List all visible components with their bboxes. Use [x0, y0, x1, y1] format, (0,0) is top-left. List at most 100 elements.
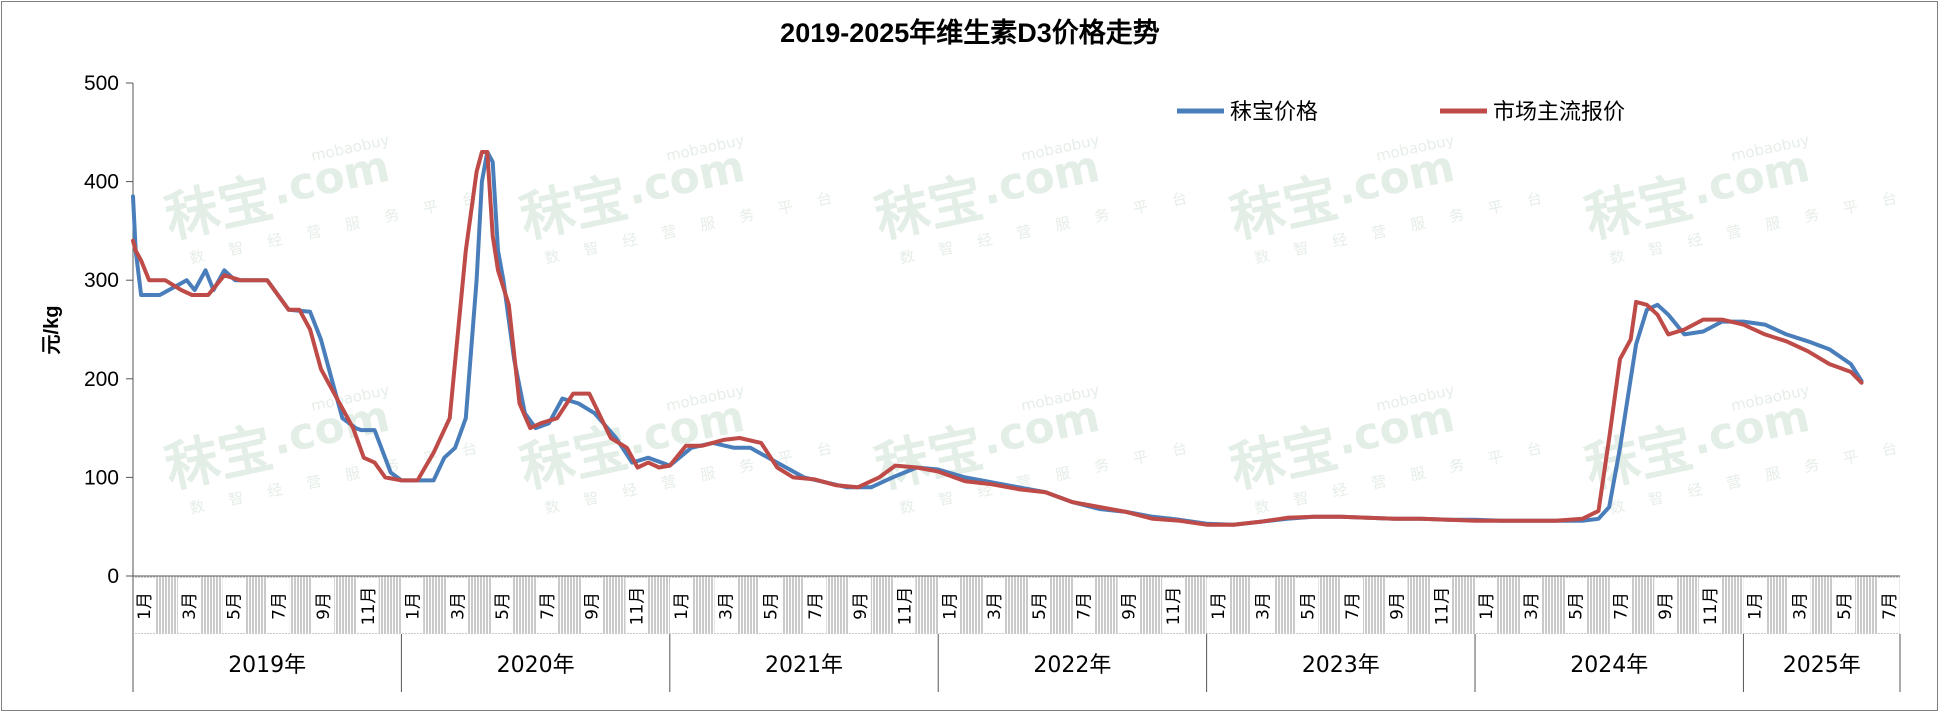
month-tick-label: 9月 — [851, 592, 871, 620]
month-label-bg — [1654, 578, 1677, 633]
legend-label: 秣宝价格 — [1230, 100, 1318, 125]
month-tick-label: 5月 — [761, 592, 781, 620]
month-label-bg — [1877, 578, 1900, 633]
month-tick-label: 5月 — [1030, 592, 1050, 620]
month-tick-label: 7月 — [1880, 592, 1900, 620]
year-label: 2025年 — [1783, 653, 1861, 678]
month-band — [133, 576, 1900, 634]
month-label-bg — [1251, 578, 1274, 633]
month-tick-label: 11月 — [359, 587, 379, 626]
month-label-bg — [446, 578, 469, 633]
month-tick-label: 9月 — [1119, 592, 1139, 620]
month-tick-label: 9月 — [1388, 592, 1408, 620]
legend: 秣宝价格 市场主流报价 — [1177, 100, 1625, 125]
month-tick-label: 3月 — [985, 592, 1005, 620]
month-label-bg — [669, 578, 692, 633]
month-label-bg — [1027, 578, 1050, 633]
month-label-bg — [1833, 578, 1856, 633]
month-tick-label: 9月 — [314, 592, 334, 620]
month-tick-label: 5月 — [1567, 592, 1587, 620]
month-label-bg — [1072, 578, 1095, 633]
month-label-bg — [938, 578, 961, 633]
year-label: 2019年 — [228, 653, 306, 678]
month-tick-label: 1月 — [404, 592, 424, 620]
month-tick-label: 11月 — [1701, 587, 1721, 626]
month-label-bg — [1698, 578, 1721, 633]
month-label-bg — [535, 578, 558, 633]
month-label-bg — [1296, 578, 1319, 633]
month-label-bg — [401, 578, 424, 633]
month-label-bg — [1788, 578, 1811, 633]
month-tick-label: 3月 — [180, 592, 200, 620]
y-tick-label: 0 — [107, 565, 119, 588]
month-label-bg — [356, 578, 379, 633]
month-tick-label: 1月 — [1477, 592, 1497, 620]
month-tick-label: 3月 — [1254, 592, 1274, 620]
month-label-bg — [312, 578, 335, 633]
month-tick-label: 3月 — [448, 592, 468, 620]
year-label: 2023年 — [1302, 653, 1380, 678]
chart-title: 2019-2025年维生素D3价格走势 — [780, 17, 1160, 48]
y-tick-label: 500 — [84, 72, 119, 95]
month-label-bg — [222, 578, 245, 633]
month-label-bg — [1609, 578, 1632, 633]
month-tick-label: 11月 — [627, 587, 647, 626]
month-tick-label: 5月 — [493, 592, 513, 620]
month-tick-label: 7月 — [1343, 592, 1363, 620]
year-label: 2022年 — [1033, 653, 1111, 678]
month-label-bg — [759, 578, 782, 633]
y-tick-label: 200 — [84, 368, 119, 391]
month-tick-label: 1月 — [1746, 592, 1766, 620]
month-label-bg — [1519, 578, 1542, 633]
month-label-bg — [1117, 578, 1140, 633]
month-tick-label: 3月 — [1522, 592, 1542, 620]
month-label-bg — [580, 578, 603, 633]
month-label-bg — [177, 578, 200, 633]
legend-label: 市场主流报价 — [1493, 100, 1625, 125]
month-label-bg — [267, 578, 290, 633]
month-tick-label: 5月 — [1835, 592, 1855, 620]
year-label: 2021年 — [765, 653, 843, 678]
month-tick-label: 11月 — [896, 587, 916, 626]
month-tick-label: 1月 — [940, 592, 960, 620]
month-tick-label: 7月 — [806, 592, 826, 620]
month-label-bg — [983, 578, 1006, 633]
series-line-market-price — [131, 150, 1864, 527]
month-tick-label: 1月 — [1209, 592, 1229, 620]
month-tick-label: 7月 — [1611, 592, 1631, 620]
month-tick-label: 5月 — [1298, 592, 1318, 620]
month-label-bg — [133, 578, 156, 633]
y-axis: 0 100 200 300 400 500 — [84, 72, 134, 588]
month-label-bg — [1475, 578, 1498, 633]
month-label-bg — [1564, 578, 1587, 633]
month-tick-label: 9月 — [1656, 592, 1676, 620]
month-label-bg — [1385, 578, 1408, 633]
month-label-bg — [1162, 578, 1185, 633]
month-tick-label: 11月 — [1432, 587, 1452, 626]
month-tick-label: 7月 — [538, 592, 558, 620]
month-label-bg — [1206, 578, 1229, 633]
y-tick-label: 300 — [84, 269, 119, 292]
month-label-bg — [1341, 578, 1364, 633]
month-label-bg — [625, 578, 648, 633]
month-label-bg — [1430, 578, 1453, 633]
month-tick-label: 5月 — [225, 592, 245, 620]
month-label-bg — [1743, 578, 1766, 633]
month-label-bg — [848, 578, 871, 633]
month-label-bg — [491, 578, 514, 633]
year-label: 2024年 — [1570, 653, 1648, 678]
month-tick-label: 9月 — [583, 592, 603, 620]
month-tick-label: 7月 — [269, 592, 289, 620]
year-label: 2020年 — [497, 653, 575, 678]
series-group — [131, 150, 1864, 527]
